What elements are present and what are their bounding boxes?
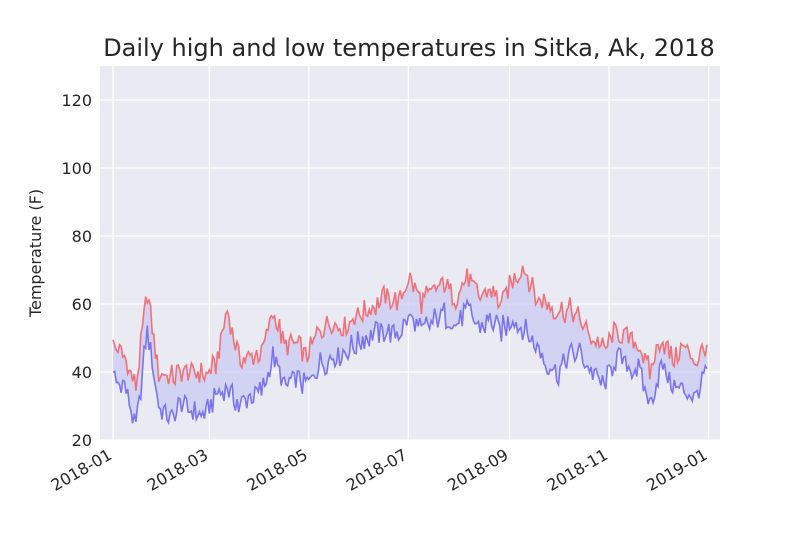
y-tick-label: 20 — [72, 431, 92, 450]
series-line-low — [112, 297, 708, 426]
series-layer — [112, 265, 708, 426]
series-line-high — [112, 265, 708, 391]
y-tick-label: 80 — [72, 227, 92, 246]
y-tick-label: 120 — [61, 91, 92, 110]
chart-title: Daily high and low temperatures in Sitka… — [103, 34, 715, 62]
y-tick-label: 60 — [72, 295, 92, 314]
y-tick-label: 40 — [72, 363, 92, 382]
y-axis-label: Temperature (F) — [26, 189, 45, 318]
y-tick-label: 100 — [61, 159, 92, 178]
